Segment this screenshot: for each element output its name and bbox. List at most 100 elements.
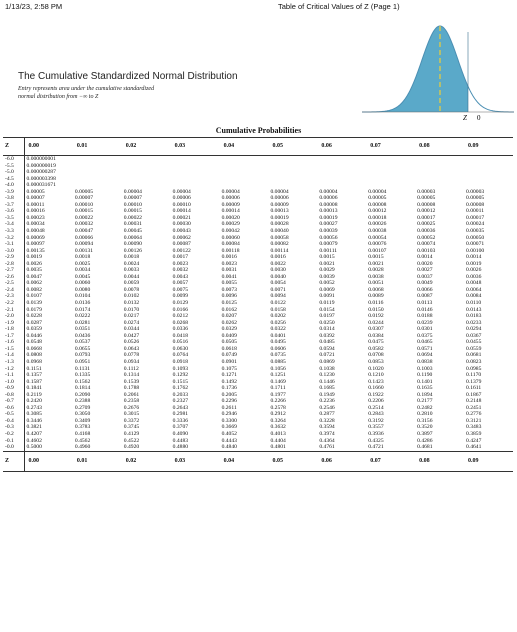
- probability-cell: 0.0885: [270, 358, 286, 365]
- probability-cell: 0.3669: [221, 424, 237, 431]
- probability-cell: 0.0032: [172, 267, 189, 274]
- probability-cell: 0.0080: [74, 286, 91, 293]
- probability-cell: 0.0207: [221, 313, 237, 320]
- probability-cell: 0.0630: [172, 345, 189, 352]
- probability-cell: 0.4013: [270, 430, 286, 437]
- probability-cell: 0.1660: [368, 385, 384, 392]
- probability-cell: 0.4960: [74, 444, 91, 451]
- probability-cell: 0.00011: [466, 208, 484, 215]
- z-value-cell: -1.4: [3, 352, 25, 359]
- probability-cell: 0.3783: [74, 424, 91, 431]
- probability-cell: 0.000000287: [26, 169, 56, 176]
- probability-cell: 0.2482: [417, 404, 433, 411]
- probability-cell: 0.0036: [466, 273, 482, 280]
- z-value-cell: -2.6: [3, 273, 25, 281]
- table-row: -2.2 0.0139 0.0136 0.0132 0.0129 0.0125 0.0122…: [3, 300, 513, 307]
- table-row: -0.3 0.3821 0.3783 0.3745 0.3707 0.3669 0.3632…: [3, 424, 513, 431]
- probability-cell: 0.0014: [466, 254, 482, 261]
- probability-cell: 0.4721: [368, 444, 384, 451]
- probability-cell: 0.0040: [270, 273, 286, 280]
- probability-cell: 0.2611: [221, 404, 237, 411]
- z-value-cell: -3.7: [3, 201, 25, 209]
- probability-cell: 0.00010: [172, 201, 191, 208]
- probability-cell: 0.0188: [417, 313, 433, 320]
- probability-cell: 0.1131: [74, 365, 91, 372]
- column-footer-0-08: 0.08: [415, 450, 465, 472]
- probability-cell: 0.5000: [26, 444, 42, 451]
- probability-cell: 0.0166: [172, 306, 189, 313]
- probability-cell: 0.2206: [368, 398, 384, 405]
- probability-cell: 0.00010: [74, 201, 94, 208]
- probability-cell: 0.0027: [417, 267, 433, 274]
- probability-cell: 0.0016: [270, 254, 286, 261]
- probability-cell: 0.2148: [466, 398, 482, 405]
- probability-cell: 0.00045: [123, 228, 142, 235]
- probability-cell: 0.1093: [172, 365, 189, 372]
- probability-cell: 0.0197: [319, 313, 335, 320]
- probability-cell: 0.3409: [74, 417, 91, 424]
- header-row: Z 0.00 0.01 0.02 0.03 0.04 0.05 0.06 0.07 0.08 0.0…: [3, 137, 513, 156]
- probability-cell: 0.0119: [319, 300, 335, 307]
- probability-cell: 0.2033: [172, 391, 189, 398]
- probability-cell: 0.0401: [270, 332, 286, 339]
- probability-cell: 0.2061: [123, 391, 140, 398]
- table-row: -1.9 0.0287 0.0281 0.0274 0.0268 0.0262 0.0256…: [3, 319, 513, 327]
- probability-cell: 0.00020: [221, 214, 240, 221]
- probability-cell: 0.0793: [74, 352, 91, 359]
- description-line-1: Entry represents area under the cumulati…: [18, 86, 155, 92]
- z-label: Z: [463, 114, 467, 122]
- probability-cell: 0.1230: [319, 372, 335, 379]
- probability-cell: 0.1587: [26, 378, 42, 385]
- probability-cell: 0.0073: [221, 286, 237, 293]
- document-header-title: Table of Critical Values of Z (Page 1): [278, 2, 400, 11]
- probability-cell: 0.00017: [466, 214, 485, 221]
- probability-cell: 0.0384: [368, 332, 384, 339]
- table-row: -3.1 0.00097 0.00094 0.00090 0.00087 0.00084 0…: [3, 241, 513, 248]
- probability-cell: 0.00039: [319, 228, 338, 235]
- probability-cell: 0.2843: [368, 411, 384, 418]
- probability-cell: 0.0150: [368, 306, 384, 313]
- z-value-cell: -2.9: [3, 254, 25, 261]
- probability-cell: 0.0485: [319, 339, 335, 346]
- z-value-cell: -0.7: [3, 398, 25, 405]
- probability-cell: 0.00040: [270, 228, 289, 235]
- z-value-cell: -3.2: [3, 234, 25, 242]
- z-value-cell: -1.7: [3, 332, 25, 340]
- probability-cell: 0.0475: [368, 339, 384, 346]
- probability-cell: 0.0436: [74, 332, 91, 339]
- probability-cell: 0.0104: [74, 293, 91, 300]
- probability-cell: 0.0051: [368, 280, 384, 287]
- probability-cell: 0.2912: [270, 411, 286, 418]
- column-footer-0-06: 0.06: [317, 450, 367, 472]
- probability-cell: 0.2877: [319, 411, 335, 418]
- probability-cell: 0.00103: [417, 247, 436, 254]
- probability-cell: 0.1841: [26, 385, 42, 392]
- table-row: -3.6 0.00016 0.00015 0.00015 0.00014 0.00014 0…: [3, 208, 513, 215]
- probability-cell: 0.0023: [221, 260, 237, 267]
- probability-cell: [366, 156, 415, 163]
- probability-cell: 0.1949: [319, 391, 335, 398]
- probability-cell: 0.3936: [368, 430, 384, 437]
- probability-cell: 0.0281: [74, 319, 91, 326]
- probability-cell: [122, 156, 171, 163]
- probability-cell: 0.0052: [319, 280, 335, 287]
- probability-cell: 0.3745: [123, 424, 140, 431]
- column-header-0-03: 0.03: [170, 137, 220, 156]
- probability-cell: 0.0146: [417, 306, 433, 313]
- probability-cell: 0.3264: [270, 417, 286, 424]
- probability-cell: 0.0018: [74, 254, 91, 261]
- probability-cell: 0.3050: [74, 411, 91, 418]
- probability-cell: 0.2358: [123, 398, 140, 405]
- probability-cell: 0.0336: [172, 326, 189, 333]
- probability-cell: 0.2005: [221, 391, 237, 398]
- table-row: -2.3 0.0107 0.0104 0.0102 0.0099 0.0096 0.0094…: [3, 293, 513, 301]
- probability-cell: 0.0110: [466, 300, 482, 307]
- probability-cell: 0.0043: [172, 273, 189, 280]
- probability-cell: 0.3897: [417, 430, 433, 437]
- probability-cell: 0.3015: [123, 411, 140, 418]
- probability-cell: 0.00084: [221, 241, 240, 248]
- probability-cell: 0.0021: [368, 260, 384, 267]
- probability-cell: 0.0307: [368, 326, 384, 333]
- probability-cell: 0.0082: [26, 286, 42, 293]
- probability-cell: 0.00004: [319, 188, 338, 195]
